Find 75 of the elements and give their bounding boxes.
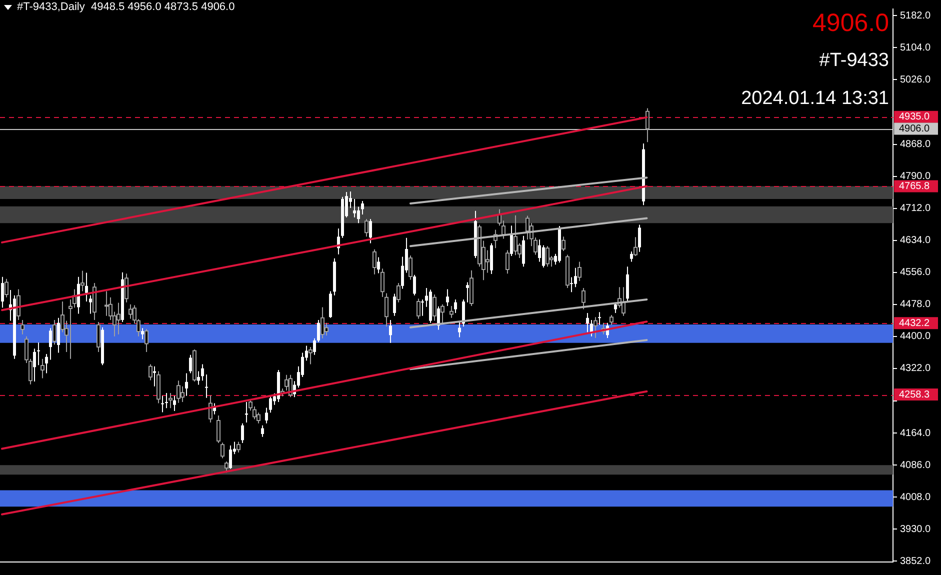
ref-line-label: 4258.3 [899, 389, 930, 400]
chart-title: #T-9433,Daily 4948.5 4956.0 4873.5 4906.0 [17, 1, 235, 13]
y-tick-label: 3930.0 [900, 524, 932, 535]
y-tick-label: 4556.0 [900, 267, 932, 278]
candlestick [389, 319, 392, 344]
annotation: 2024.01.14 13:31 [741, 87, 889, 111]
y-tick-label: 4086.0 [900, 460, 932, 471]
candlestick [361, 200, 364, 216]
candlestick [85, 272, 88, 302]
candlestick [197, 370, 200, 386]
candlestick [229, 444, 232, 470]
candlestick [466, 282, 469, 303]
candlestick [586, 312, 589, 333]
candlestick [89, 294, 92, 314]
ref-line-label: 4906.0 [899, 124, 930, 135]
candlestick [522, 235, 525, 268]
candlestick [570, 276, 573, 293]
candlestick [462, 298, 465, 328]
candlestick [393, 293, 396, 316]
candlestick [454, 298, 457, 314]
y-tick-label: 4790.0 [900, 171, 932, 182]
candlestick [598, 312, 601, 326]
candlestick [542, 244, 545, 268]
candlestick [153, 366, 156, 387]
candlestick [313, 338, 316, 356]
candlestick [161, 395, 164, 413]
candlestick [369, 218, 372, 244]
y-tick-label: 4712.0 [900, 203, 932, 214]
y-tick-label: 4868.0 [900, 139, 932, 150]
candlestick [165, 392, 168, 409]
candlestick [510, 225, 513, 256]
ref-line-label: 4432.2 [899, 318, 930, 329]
candlestick [45, 354, 48, 374]
candlestick [189, 354, 192, 374]
candlestick [141, 328, 144, 340]
y-tick-label: 4478.0 [900, 299, 932, 310]
candlestick [1, 276, 4, 308]
candlestick [630, 250, 633, 262]
candlestick [265, 407, 268, 424]
candlestick [49, 328, 52, 360]
ref-line-label: 4935.0 [899, 112, 930, 123]
candlestick [241, 422, 244, 444]
candlestick [377, 256, 380, 274]
y-tick-label: 5104.0 [900, 42, 932, 54]
candlestick [33, 348, 36, 382]
y-tick-label: 4634.0 [900, 235, 932, 246]
candlestick [37, 342, 40, 366]
candlestick [353, 198, 356, 218]
candlestick [329, 290, 332, 318]
candlestick [201, 364, 204, 382]
candlestick [538, 239, 541, 262]
candlestick [421, 298, 424, 316]
y-tick-label: 4008.0 [900, 492, 932, 503]
y-tick-label: 5026.0 [900, 74, 932, 86]
y-tick-label: 4322.0 [900, 363, 932, 374]
candlestick [205, 374, 208, 398]
annotation: 4906.0 [812, 8, 889, 39]
candlestick [458, 320, 461, 338]
candlestick [638, 224, 641, 252]
candlestick [413, 274, 416, 296]
y-tick-label: 3852.0 [900, 556, 932, 567]
candlestick [446, 288, 449, 307]
candlestick [574, 267, 577, 288]
candlestick [185, 372, 188, 396]
y-tick-label: 5182.0 [900, 10, 932, 22]
candlestick [261, 424, 264, 438]
candlestick [173, 395, 176, 412]
candlestick [357, 206, 360, 224]
candlestick [269, 394, 272, 414]
ref-line-label: 4765.8 [899, 181, 930, 192]
candlestick [317, 319, 320, 343]
candlestick [57, 317, 60, 354]
y-tick-label: 4400.0 [900, 331, 932, 342]
annotation: #T-9433 [818, 49, 889, 73]
y-tick-label: 4164.0 [900, 428, 932, 439]
